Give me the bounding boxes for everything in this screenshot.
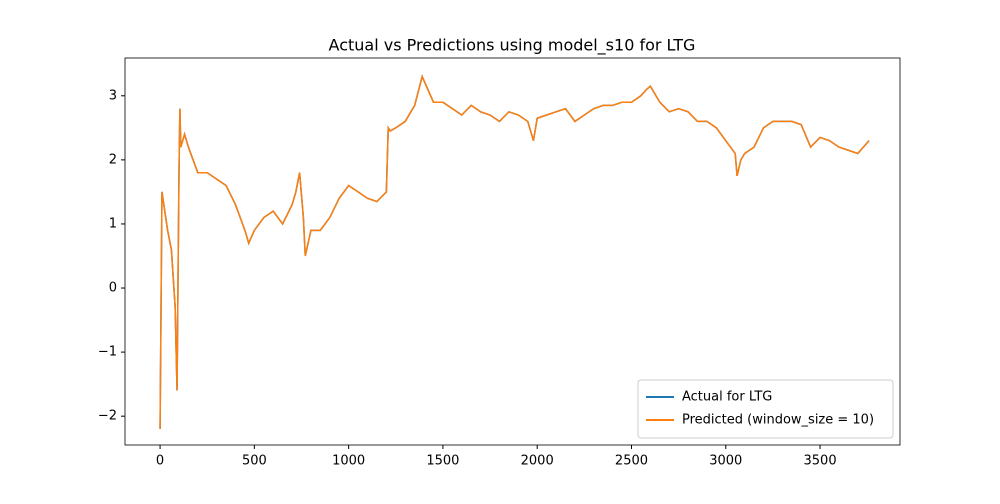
chart-title: Actual vs Predictions using model_s10 fo… bbox=[329, 36, 696, 56]
legend-label: Predicted (window_size = 10) bbox=[682, 413, 874, 428]
y-tick-label: 1 bbox=[109, 216, 117, 231]
y-tick-label: −2 bbox=[98, 409, 117, 424]
y-tick-label: 2 bbox=[109, 152, 117, 167]
x-tick-label: 3000 bbox=[709, 454, 742, 469]
y-tick-label: 0 bbox=[109, 281, 117, 296]
legend-box bbox=[637, 379, 894, 439]
x-tick-label: 2500 bbox=[615, 454, 648, 469]
legend-label: Actual for LTG bbox=[682, 390, 772, 405]
series-line bbox=[159, 74, 870, 429]
y-tick-label: 3 bbox=[109, 88, 117, 103]
plot-frame bbox=[124, 57, 901, 446]
x-tick-label: 2000 bbox=[521, 454, 554, 469]
x-tick-label: 3500 bbox=[804, 454, 837, 469]
x-tick-label: 0 bbox=[156, 454, 164, 469]
y-tick-label: −1 bbox=[98, 345, 117, 360]
x-tick-label: 1500 bbox=[426, 454, 459, 469]
x-tick-label: 1000 bbox=[332, 454, 365, 469]
x-tick-label: 500 bbox=[242, 454, 267, 469]
